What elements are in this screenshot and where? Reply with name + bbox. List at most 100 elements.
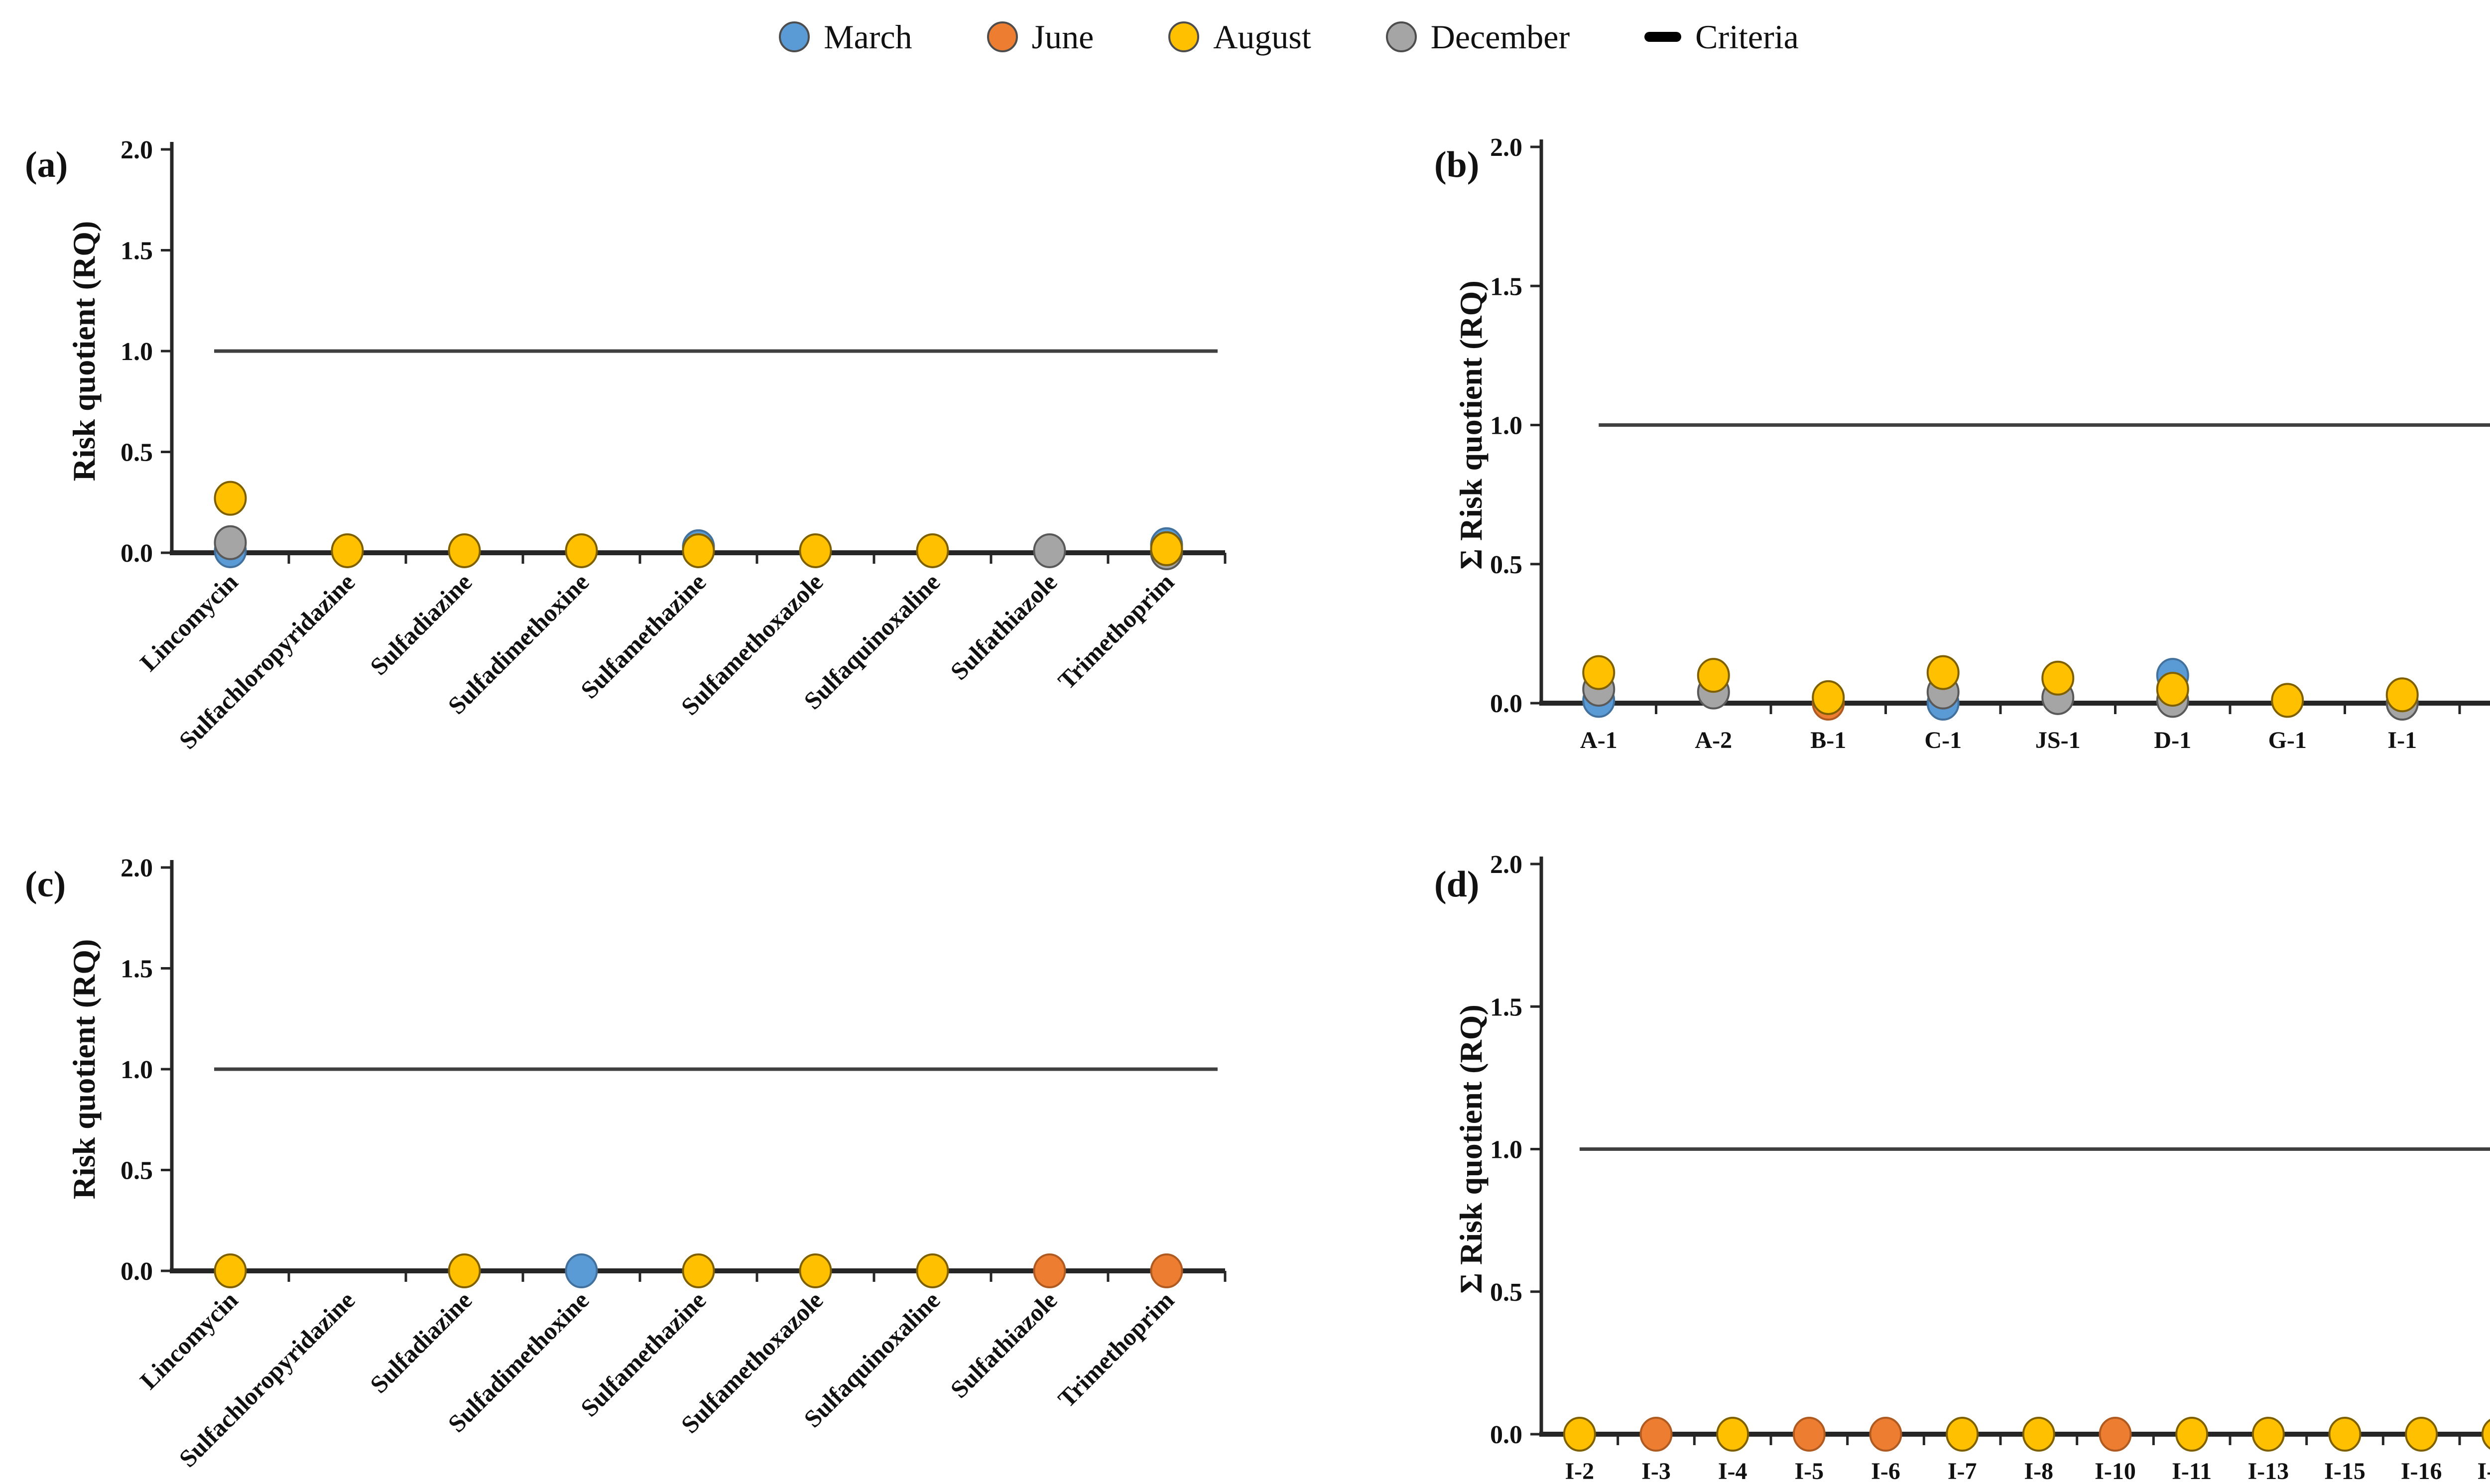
y-axis-title: Risk quotient (RQ) xyxy=(66,939,102,1200)
y-tick-label: 1.5 xyxy=(121,955,153,984)
x-category-label: I-1 xyxy=(2387,727,2417,753)
data-point-august xyxy=(1563,1417,1596,1452)
x-category-label: I-8 xyxy=(2024,1458,2053,1484)
x-category-label: Sulfathiazole xyxy=(945,568,1062,685)
data-point-august xyxy=(682,533,715,568)
data-point-december xyxy=(214,525,247,560)
y-tick-label: 0.5 xyxy=(121,1157,153,1185)
data-point-august xyxy=(448,1253,481,1288)
data-point-august xyxy=(2385,677,2419,713)
y-tick-label: 2.0 xyxy=(1490,851,1522,879)
legend-item-june: June xyxy=(987,20,1094,54)
x-category-label: I-5 xyxy=(1794,1458,1824,1484)
x-category-label: I-16 xyxy=(2401,1458,2442,1484)
x-category-label: Sulfadiazine xyxy=(365,1286,477,1398)
x-category-label: JS-1 xyxy=(2035,727,2081,753)
panel-d: (d) Σ Risk quotient (RQ) 0.0 0.5 1.0 1.5 2.0 I-… xyxy=(1434,851,2490,1484)
data-point-december xyxy=(1033,533,1066,568)
legend-label: June xyxy=(1031,18,1094,56)
data-point-june xyxy=(1792,1417,1826,1452)
x-category-label: I-3 xyxy=(1641,1458,1671,1484)
data-point-june xyxy=(1869,1417,1902,1452)
x-category-label: I-10 xyxy=(2095,1458,2136,1484)
x-category-label: I-2 xyxy=(1565,1458,1594,1484)
data-point-august xyxy=(2041,660,2075,696)
data-point-march xyxy=(565,1253,598,1288)
y-axis-title: Σ Risk quotient (RQ) xyxy=(1453,280,1489,570)
panel-a: (a) Risk quotient (RQ) 0.0 0.5 1.0 1.5 2.0 Linc… xyxy=(25,136,1227,754)
december-marker-icon xyxy=(1385,21,1417,52)
data-point-june xyxy=(2099,1417,2132,1452)
panel-label-b: (b) xyxy=(1434,144,1479,185)
y-axis-title: Σ Risk quotient (RQ) xyxy=(1453,1004,1489,1294)
data-point-august xyxy=(1150,531,1183,566)
x-category-label: I-11 xyxy=(2172,1458,2212,1484)
data-point-august xyxy=(2156,672,2189,707)
x-category-label: I-17 xyxy=(2477,1458,2490,1484)
x-category-label: C-1 xyxy=(1924,727,1962,753)
y-tick-label: 0.5 xyxy=(121,439,153,467)
chart-legend: March June August December Criteria xyxy=(0,7,2490,67)
x-category-label: Lincomycin xyxy=(134,1286,243,1394)
y-tick-label: 2.0 xyxy=(121,854,153,882)
data-point-august xyxy=(799,533,832,568)
data-point-august xyxy=(214,481,247,516)
data-point-august xyxy=(2251,1417,2285,1452)
y-tick-label: 0.5 xyxy=(1490,1278,1522,1307)
x-category-label: I-4 xyxy=(1718,1458,1747,1484)
y-tick-label: 2.0 xyxy=(1490,133,1522,162)
data-point-june xyxy=(1150,1253,1183,1288)
x-category-label: Sulfamethazine xyxy=(575,568,711,704)
data-point-august xyxy=(2175,1417,2209,1452)
panel-c: (c)Risk quotient (RQ) 0.0 0.5 1.0 1.5 2.0 Linc… xyxy=(25,854,1227,1473)
x-category-label: I-6 xyxy=(1871,1458,1900,1484)
x-category-label: Sulfathiazole xyxy=(945,1286,1062,1403)
y-tick-label: 1.5 xyxy=(1490,993,1522,1021)
data-point-june xyxy=(1033,1253,1066,1288)
panel-label-d: (d) xyxy=(1434,864,1479,905)
x-category-label: B-1 xyxy=(1810,727,1846,753)
data-point-august xyxy=(331,533,364,568)
data-point-august xyxy=(1716,1417,1749,1452)
data-point-august xyxy=(799,1253,832,1288)
data-point-august xyxy=(1926,655,1960,690)
data-point-august xyxy=(1812,680,1845,715)
legend-label: August xyxy=(1213,18,1311,56)
x-category-label: I-13 xyxy=(2247,1458,2289,1484)
y-tick-label: 1.5 xyxy=(121,237,153,265)
data-point-august xyxy=(565,533,598,568)
data-point-august xyxy=(2271,683,2304,718)
legend-label: December xyxy=(1430,18,1570,56)
data-point-june xyxy=(1639,1417,1673,1452)
data-point-august xyxy=(916,1253,949,1288)
march-marker-icon xyxy=(779,21,810,52)
x-category-label: I-7 xyxy=(1948,1458,1977,1484)
data-point-august xyxy=(448,533,481,568)
data-point-august xyxy=(2481,1419,2490,1450)
y-tick-label: 1.0 xyxy=(121,1056,153,1084)
data-point-august xyxy=(214,1253,247,1288)
legend-item-march: March xyxy=(779,20,912,54)
x-category-label: Sulfamethazine xyxy=(575,1286,711,1422)
y-tick-label: 1.0 xyxy=(1490,412,1522,440)
x-category-label: A-1 xyxy=(1580,727,1618,753)
y-tick-label: 0.5 xyxy=(1490,551,1522,579)
data-point-august xyxy=(682,1253,715,1288)
data-point-august xyxy=(2328,1417,2362,1452)
panel-label-c: (c) xyxy=(25,864,66,905)
x-category-label: A-2 xyxy=(1695,727,1732,753)
data-point-august xyxy=(1946,1417,1979,1452)
june-marker-icon xyxy=(987,21,1018,52)
y-tick-label: 1.5 xyxy=(1490,272,1522,301)
x-category-label: Sulfadiazine xyxy=(365,568,477,680)
y-tick-label: 0.0 xyxy=(121,539,153,568)
criteria-line-icon xyxy=(1644,32,1682,42)
legend-item-criteria: Criteria xyxy=(1644,20,1799,54)
x-category-label: Trimethoprim xyxy=(1052,1286,1179,1413)
data-point-august xyxy=(2405,1417,2438,1452)
legend-item-august: August xyxy=(1168,20,1311,54)
y-tick-label: 0.0 xyxy=(121,1257,153,1286)
data-point-august xyxy=(916,533,949,568)
